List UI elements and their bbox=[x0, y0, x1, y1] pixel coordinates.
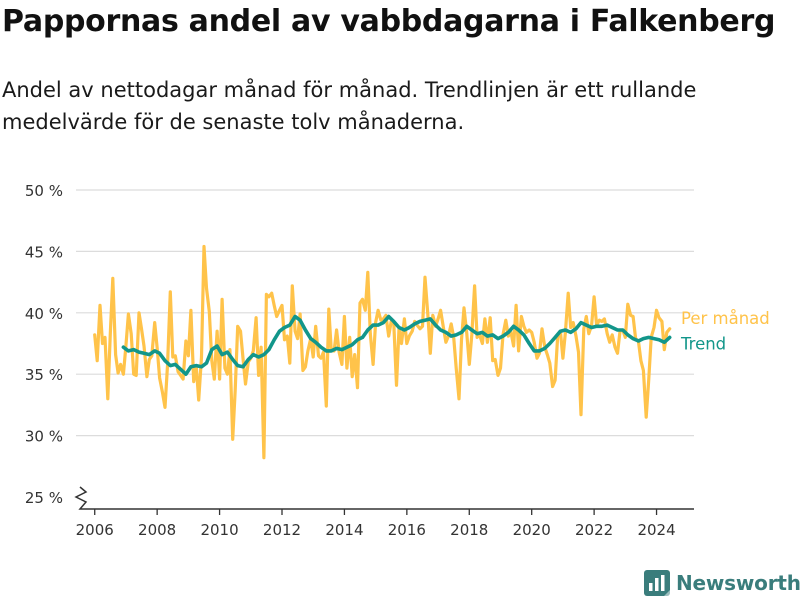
legend-label-per-manad: Per månad bbox=[681, 309, 770, 328]
y-tick-label: 25 % bbox=[25, 489, 63, 507]
legend-label-trend: Trend bbox=[680, 335, 726, 354]
x-ticks: 2006 2008 2010 2012 2014 2016 2018 2020 2022 2024 bbox=[76, 509, 676, 539]
x-tick-label: 2018 bbox=[450, 521, 488, 539]
x-tick-label: 2024 bbox=[637, 521, 675, 539]
legend: Per månad Trend bbox=[680, 309, 770, 354]
brand-name: Newsworthy bbox=[676, 571, 800, 595]
chart-subtitle: Andel av nettodagar månad för månad. Tre… bbox=[2, 78, 697, 134]
bar-chart-logo-icon bbox=[644, 570, 670, 596]
brand-logo: Newsworthy bbox=[644, 568, 800, 598]
x-axis bbox=[74, 486, 694, 510]
y-tick-label: 45 % bbox=[25, 243, 63, 261]
series-line-trend bbox=[121, 314, 672, 377]
y-tick-label: 35 % bbox=[25, 366, 63, 384]
x-tick-label: 2012 bbox=[263, 521, 301, 539]
series-lines bbox=[93, 244, 672, 460]
x-tick-label: 2008 bbox=[138, 521, 176, 539]
y-tick-label: 30 % bbox=[25, 428, 63, 446]
chart-title: Pappornas andel av vabbdagarna i Falkenb… bbox=[2, 4, 776, 39]
x-tick-label: 2020 bbox=[513, 521, 551, 539]
axis-break-icon bbox=[74, 486, 88, 510]
y-tick-label: 40 % bbox=[25, 305, 63, 323]
x-tick-label: 2006 bbox=[76, 521, 114, 539]
series-line-per-manad bbox=[93, 244, 672, 460]
y-axis: 25 % 30 % 35 % 40 % 45 % 50 % bbox=[25, 182, 63, 507]
x-tick-label: 2022 bbox=[575, 521, 613, 539]
x-tick-label: 2014 bbox=[325, 521, 363, 539]
y-tick-label: 50 % bbox=[25, 182, 63, 200]
x-tick-label: 2016 bbox=[388, 521, 426, 539]
x-tick-label: 2010 bbox=[200, 521, 238, 539]
